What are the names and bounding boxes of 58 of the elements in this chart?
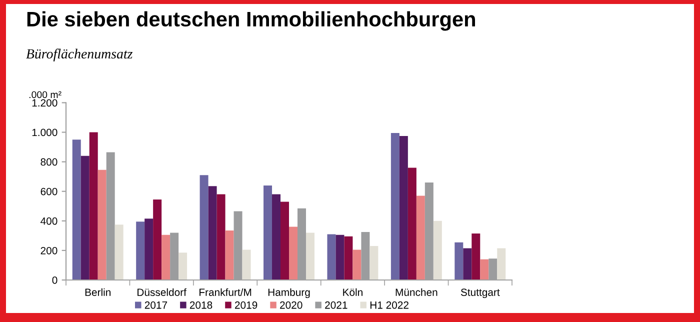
x-tick-label: Düsseldorf (138, 288, 186, 296)
x-tick-label: Hamburg (268, 288, 310, 298)
bar (89, 132, 98, 280)
x-tick-label: München (396, 288, 438, 296)
y-tick-label: 0 (52, 276, 58, 284)
legend-label: 2020 (280, 301, 302, 309)
bar (200, 175, 208, 280)
y-tick-label: 400 (40, 217, 58, 225)
bar (344, 236, 353, 280)
chart-subtitle: Büroflächenumsatz (26, 48, 133, 62)
legend-label: 2017 (144, 301, 168, 309)
bar (370, 246, 378, 280)
bar (216, 194, 226, 280)
legend-label: 2018 (190, 301, 212, 309)
bar (352, 250, 362, 280)
y-tick-label: 1.200 (32, 99, 58, 107)
x-tick-label: Berlin (85, 288, 110, 296)
bar (472, 233, 480, 280)
y-tick-label: 600 (40, 188, 58, 196)
bar (454, 242, 464, 280)
bar (327, 234, 336, 280)
x-tick-label: Köln (343, 288, 362, 296)
chart-title: Die sieben deutschen Immobilienhochburgen (27, 11, 476, 31)
bar (225, 230, 234, 280)
legend-label: 2021 (325, 301, 348, 309)
bar (114, 224, 124, 280)
bar (463, 248, 472, 280)
bar (390, 132, 400, 280)
bar (289, 226, 298, 280)
bar (264, 185, 272, 280)
y-axis-title: .000 m² (29, 91, 62, 98)
bar (399, 136, 408, 280)
bar (306, 232, 314, 280)
bar (98, 170, 106, 280)
x-tick-label: Stuttgart (460, 288, 500, 298)
bar (280, 202, 289, 280)
y-tick-label: 1.000 (32, 128, 58, 136)
bar (336, 234, 344, 280)
bar (408, 168, 416, 280)
y-tick-label: 800 (40, 158, 58, 166)
bar (272, 194, 281, 280)
bar (433, 220, 442, 280)
bar (242, 250, 251, 280)
legend-label: H1 2022 (370, 301, 408, 309)
bar (497, 248, 506, 280)
bar (136, 222, 145, 280)
bar (72, 140, 81, 280)
bar (144, 218, 154, 280)
bar (80, 156, 90, 280)
legend-label: 2019 (235, 301, 258, 309)
bar (162, 234, 170, 280)
bar (178, 252, 188, 280)
y-tick-label: 200 (40, 246, 58, 254)
bar (480, 259, 489, 280)
x-tick-label: Frankfurt/M (200, 288, 252, 296)
bar (416, 196, 425, 280)
bar (153, 199, 162, 280)
bar (208, 186, 217, 280)
